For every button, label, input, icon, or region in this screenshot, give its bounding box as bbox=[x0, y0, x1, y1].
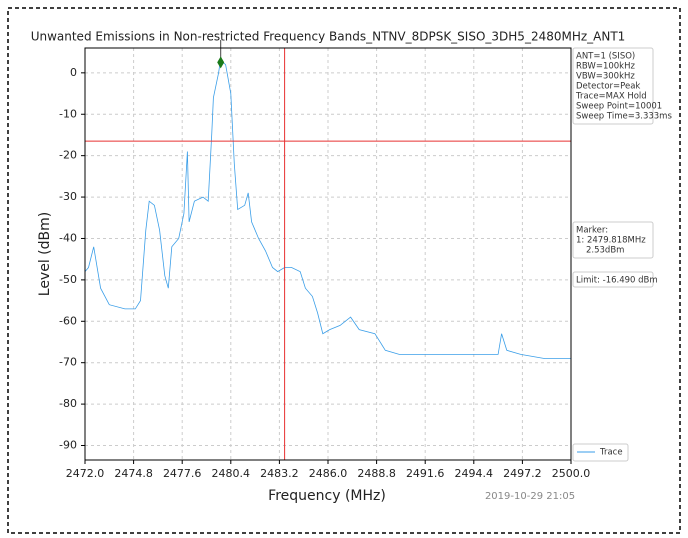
x-tick-label: 2474.8 bbox=[114, 467, 153, 480]
y-tick-label: -30 bbox=[59, 190, 77, 203]
y-tick-label: -50 bbox=[59, 273, 77, 286]
y-tick-label: -40 bbox=[59, 231, 77, 244]
marker-text: Marker: bbox=[576, 226, 608, 236]
y-tick-label: -10 bbox=[59, 107, 77, 120]
y-axis-label: Level (dBm) bbox=[37, 212, 53, 296]
marker-text: 1: 2479.818MHz bbox=[576, 236, 646, 246]
x-tick-label: 2486.0 bbox=[309, 467, 348, 480]
limit-text: Limit: -16.490 dBm bbox=[576, 276, 658, 286]
chart-title: Unwanted Emissions in Non-restricted Fre… bbox=[31, 30, 626, 44]
marker-text: 2.53dBm bbox=[586, 246, 624, 256]
y-tick-label: -20 bbox=[59, 149, 77, 162]
marker bbox=[217, 56, 225, 69]
y-tick-label: -60 bbox=[59, 314, 77, 327]
timestamp: 2019-10-29 21:05 bbox=[485, 491, 575, 502]
x-tick-label: 2491.6 bbox=[406, 467, 445, 480]
x-tick-label: 2472.0 bbox=[66, 467, 105, 480]
legend-label: Trace bbox=[599, 448, 623, 458]
legend-box bbox=[572, 443, 629, 462]
plot-frame bbox=[84, 47, 572, 461]
trace-line bbox=[84, 59, 571, 359]
info-box bbox=[572, 47, 654, 125]
x-tick-label: 2483.2 bbox=[260, 467, 299, 480]
x-tick-label: 2494.4 bbox=[455, 467, 494, 480]
marker-box bbox=[572, 221, 654, 259]
info-text: Sweep Time=3.333ms bbox=[576, 112, 672, 122]
x-tick-label: 2488.8 bbox=[357, 467, 396, 480]
info-text: Trace=MAX Hold bbox=[575, 92, 647, 102]
info-text: VBW=300kHz bbox=[576, 72, 635, 82]
info-text: RBW=100kHz bbox=[576, 62, 635, 72]
x-tick-label: 2477.6 bbox=[163, 467, 202, 480]
x-tick-label: 2497.2 bbox=[503, 467, 542, 480]
frame bbox=[7, 7, 681, 534]
info-text: Sweep Point=10001 bbox=[576, 102, 662, 112]
y-tick-label: -90 bbox=[59, 439, 77, 452]
info-text: Detector=Peak bbox=[576, 82, 640, 92]
y-tick-label: -80 bbox=[59, 397, 77, 410]
info-text: ANT=1 (SISO) bbox=[576, 52, 635, 62]
limit-box bbox=[572, 271, 654, 288]
x-axis-label: Frequency (MHz) bbox=[268, 488, 386, 504]
y-tick-label: -70 bbox=[59, 356, 77, 369]
x-tick-label: 2500.0 bbox=[552, 467, 591, 480]
y-tick-label: 0 bbox=[70, 66, 77, 79]
x-tick-label: 2480.4 bbox=[212, 467, 251, 480]
